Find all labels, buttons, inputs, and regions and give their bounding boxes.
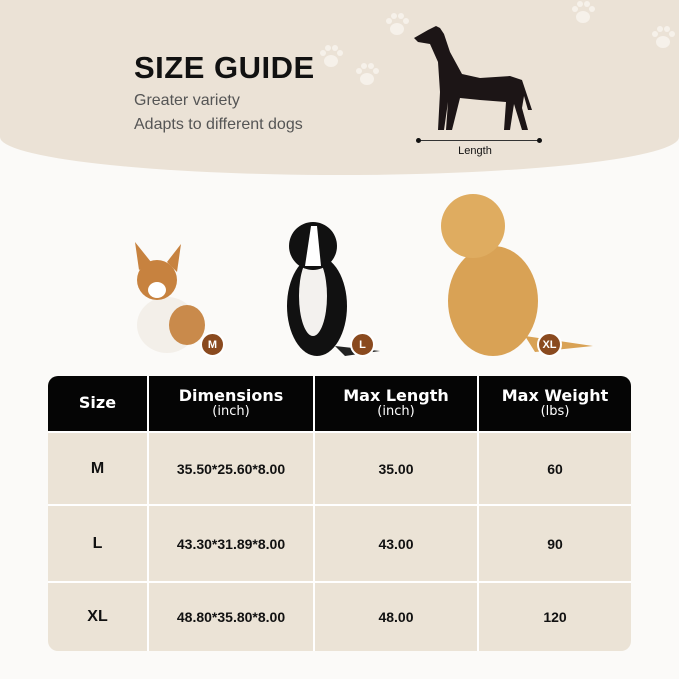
size-table: Size Dimensions (inch) Max Length (inch) M… xyxy=(48,376,631,651)
cell-max-length: 35.00 xyxy=(315,431,479,504)
header-max-weight: Max Weight (lbs) xyxy=(479,376,631,431)
subtitle: Adapts to different dogs xyxy=(134,116,303,133)
cell-max-weight: 90 xyxy=(479,504,631,581)
header-size: Size xyxy=(48,376,149,431)
dog-silhouette-icon xyxy=(414,26,532,130)
cell-size: M xyxy=(48,431,149,504)
cell-dimensions: 35.50*25.60*8.00 xyxy=(149,431,315,504)
table-header-row: Size Dimensions (inch) Max Length (inch) M… xyxy=(48,376,631,431)
table-row: L 43.30*31.89*8.00 43.00 90 xyxy=(48,504,631,581)
cell-size: XL xyxy=(48,581,149,651)
cell-size: L xyxy=(48,504,149,581)
size-badge-xl: XL xyxy=(537,332,562,357)
golden-retriever-image xyxy=(441,194,593,356)
table-row: M 35.50*25.60*8.00 35.00 60 xyxy=(48,431,631,504)
paw-icon xyxy=(356,63,379,85)
size-badge-m: M xyxy=(200,332,225,357)
cell-max-length: 48.00 xyxy=(315,581,479,651)
paw-icon xyxy=(652,26,675,48)
subtitle: Greater variety xyxy=(134,92,240,109)
header-max-length: Max Length (inch) xyxy=(315,376,479,431)
cell-max-length: 43.00 xyxy=(315,504,479,581)
corgi-image xyxy=(135,242,205,353)
header-background xyxy=(0,0,679,175)
cell-max-weight: 60 xyxy=(479,431,631,504)
length-indicator xyxy=(416,138,542,143)
page-title: SIZE GUIDE xyxy=(134,50,315,85)
header-dimensions: Dimensions (inch) xyxy=(149,376,315,431)
cell-dimensions: 48.80*35.80*8.00 xyxy=(149,581,315,651)
paw-icon xyxy=(572,1,595,23)
paw-icon xyxy=(320,45,343,67)
size-badge-l: L xyxy=(350,332,375,357)
paw-icon xyxy=(386,13,409,35)
cell-max-weight: 120 xyxy=(479,581,631,651)
cell-dimensions: 43.30*31.89*8.00 xyxy=(149,504,315,581)
length-label: Length xyxy=(458,145,492,157)
table-row: XL 48.80*35.80*8.00 48.00 120 xyxy=(48,581,631,651)
border-collie-image xyxy=(287,222,380,356)
